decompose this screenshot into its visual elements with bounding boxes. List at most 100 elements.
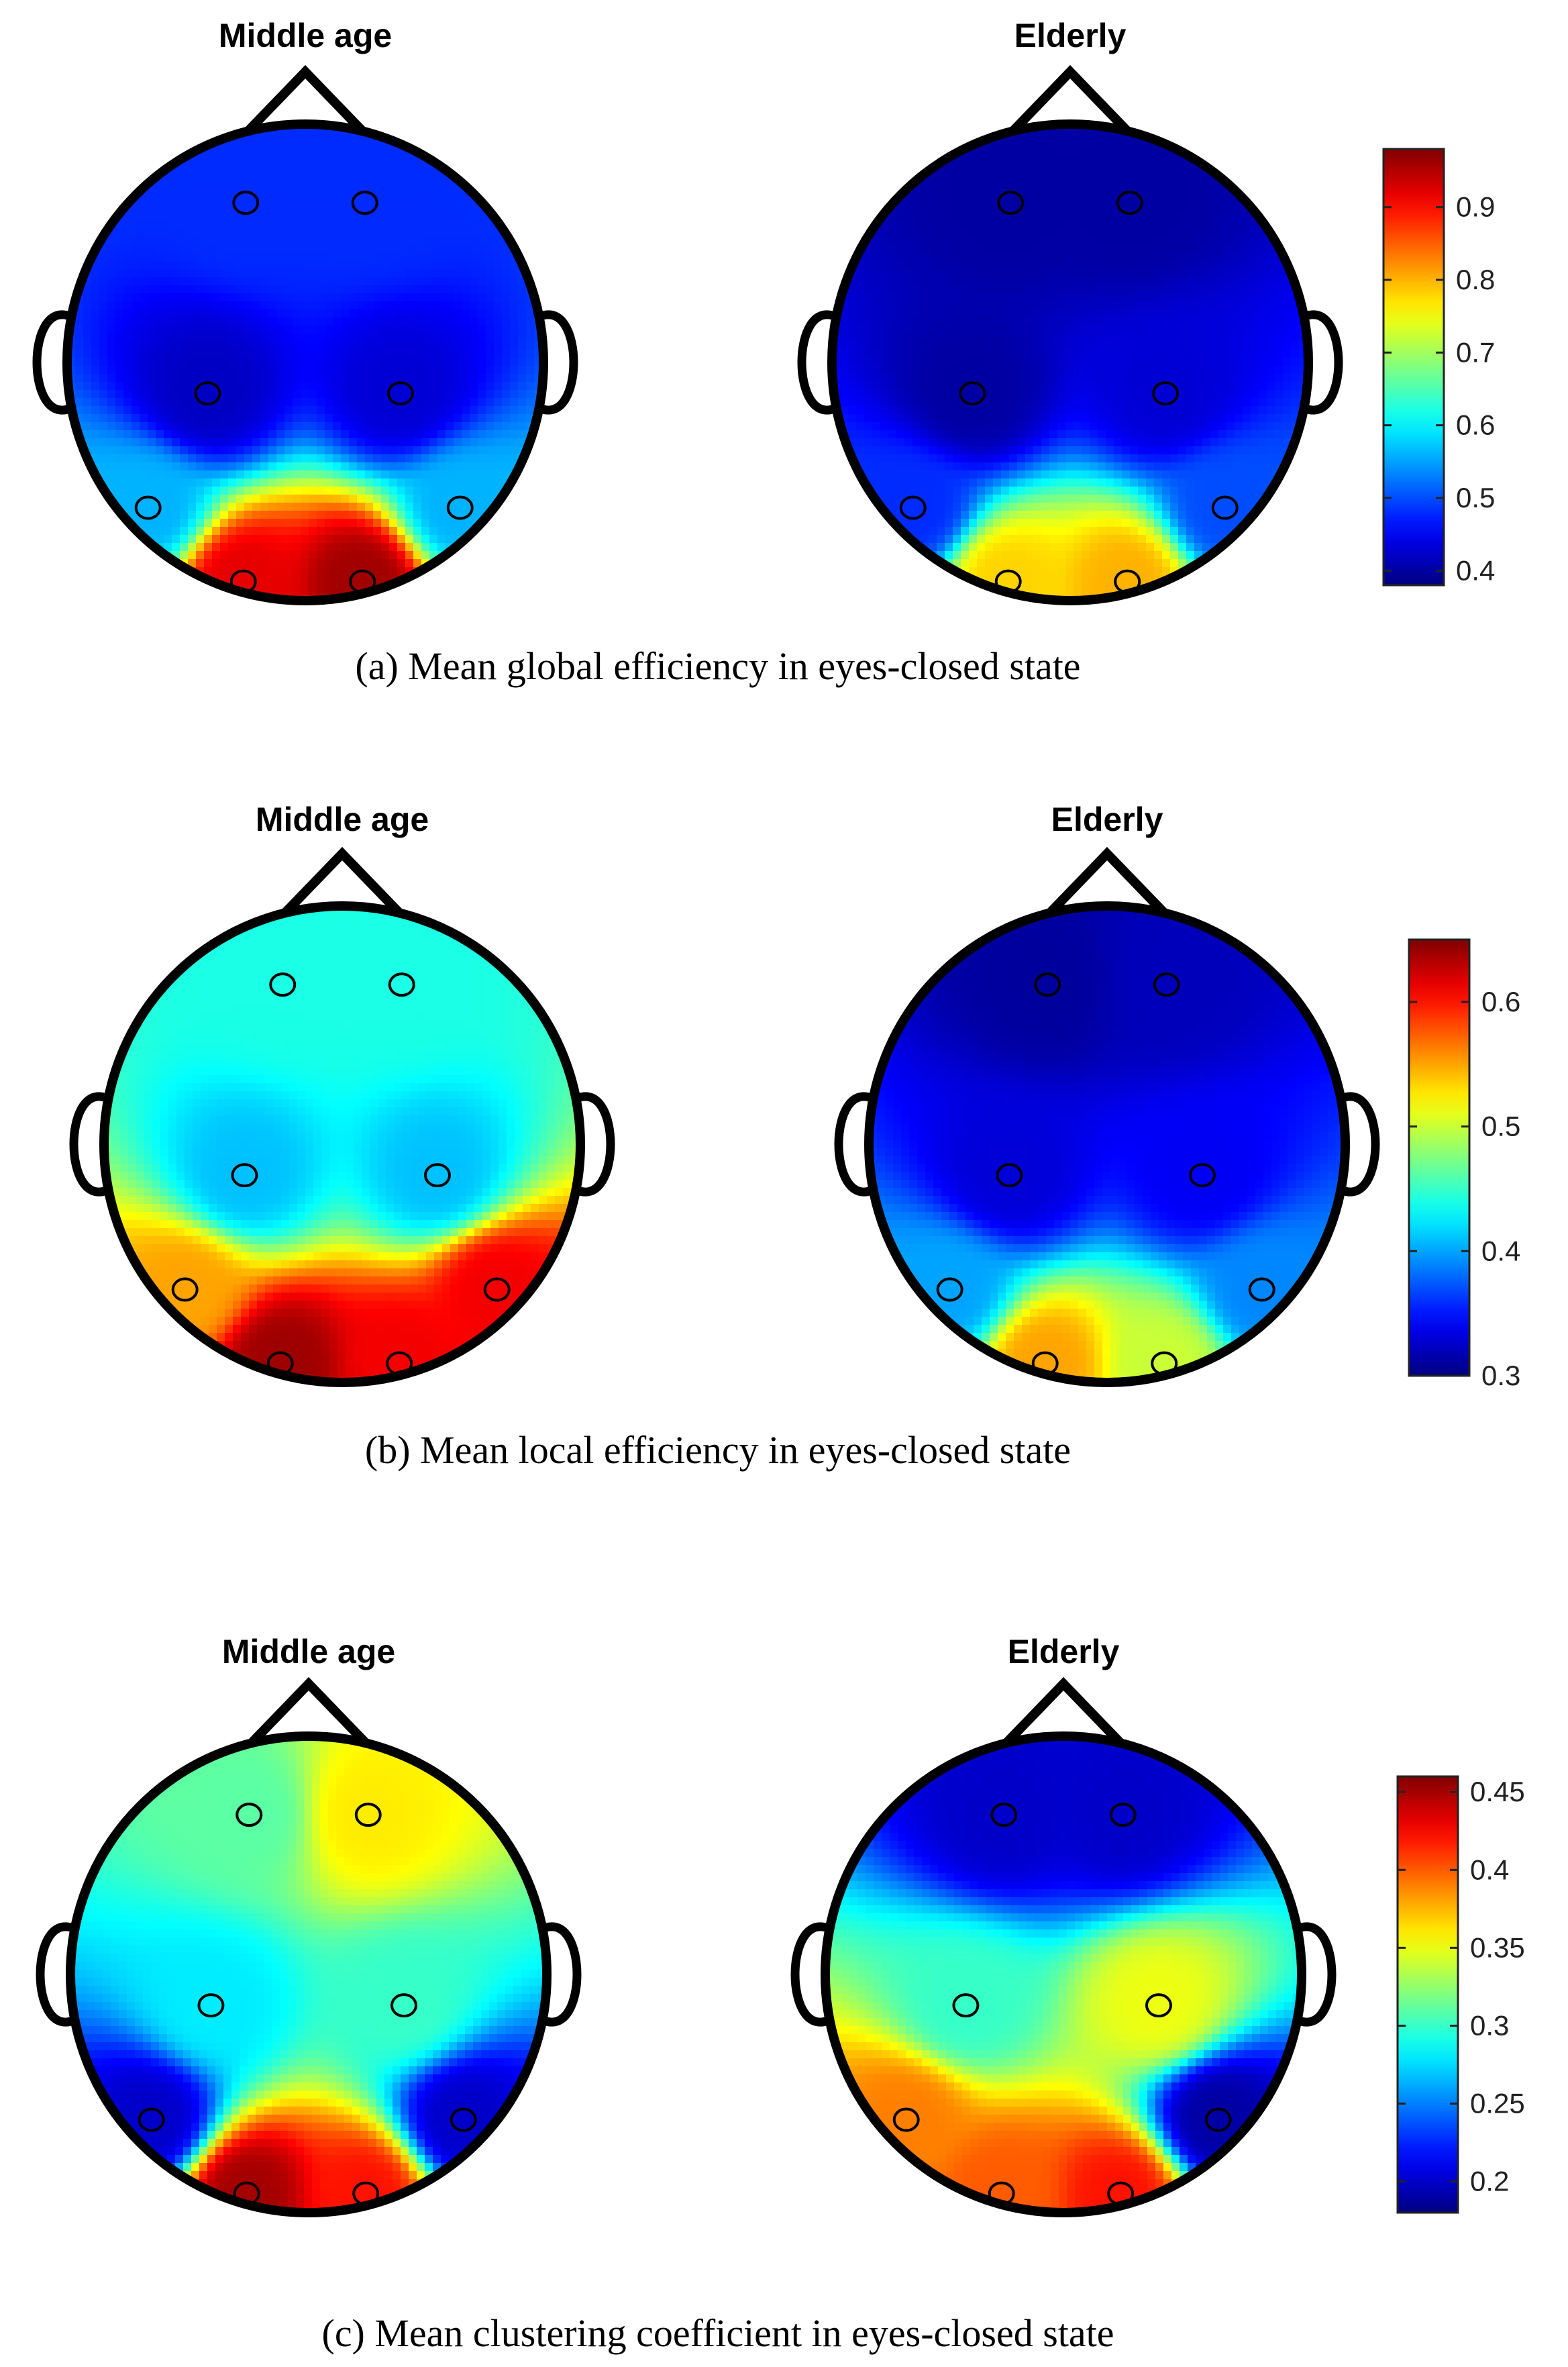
- colorbar-tick-label: 0.25: [1470, 2088, 1525, 2119]
- right-ear: [1296, 1922, 1337, 2027]
- colorbar: 0.6 0.5 0.4 0.3: [1408, 938, 1520, 1391]
- electrode-mid-left: [959, 381, 986, 406]
- topo-title: Elderly: [1051, 801, 1163, 838]
- panel-caption: (b) Mean local efficiency in eyes-closed…: [365, 1428, 1071, 1472]
- right-ear: [1302, 310, 1343, 415]
- topo-title: Elderly: [1008, 1633, 1120, 1670]
- nose-mark: [1002, 1676, 1125, 1746]
- electrode-front-right: [1109, 1803, 1137, 1827]
- electrode-mid-right: [424, 1163, 451, 1188]
- electrode-back-right: [386, 1351, 413, 1376]
- electrode-mid-right: [1152, 381, 1179, 406]
- colorbar-tick-label: 0.9: [1456, 191, 1495, 223]
- colorbar-tick-label: 0.8: [1456, 264, 1495, 295]
- electrode-back-right: [352, 2181, 380, 2206]
- panel-caption: (c) Mean clustering coefficient in eyes-…: [322, 2311, 1114, 2355]
- electrode-front-right: [1116, 191, 1143, 215]
- right-ear: [574, 1092, 615, 1197]
- electrode-lateral-left: [171, 1277, 199, 1302]
- left-ear: [32, 310, 73, 415]
- electrode-back-right: [1107, 2181, 1135, 2206]
- electrode-mid-left: [194, 381, 221, 406]
- electrode-front-left: [990, 1803, 1018, 1827]
- electrode-mid-left: [231, 1163, 258, 1188]
- colorbar-tick-label: 0.2: [1470, 2166, 1509, 2197]
- left-ear: [790, 1922, 831, 2027]
- electrode-back-left: [1031, 1351, 1059, 1376]
- colorbar: 0.9 0.8 0.7 0.6 0.5 0.4: [1382, 148, 1495, 587]
- electrode-mid-right: [387, 381, 414, 406]
- electrode-lateral-right: [450, 2107, 477, 2132]
- nose-mark: [1046, 846, 1168, 916]
- panel-caption: (a) Mean global efficiency in eyes-close…: [355, 644, 1080, 688]
- left-ear: [834, 1092, 875, 1197]
- colorbar: 0.45 0.4 0.35 0.3 0.25 0.2: [1396, 1775, 1525, 2214]
- electrode-back-right: [349, 569, 376, 594]
- colorbar-tick-label: 0.4: [1481, 1235, 1520, 1266]
- head-outline: [66, 1731, 552, 2217]
- head-outline: [827, 119, 1313, 605]
- colorbar-tick-label: 0.35: [1470, 1931, 1525, 1963]
- colorbar-tick-label: 0.4: [1456, 554, 1495, 586]
- head-outline: [821, 1731, 1306, 2217]
- colorbar-scale: [1396, 1775, 1459, 2214]
- right-ear: [1339, 1092, 1380, 1197]
- electrode-back-left: [994, 569, 1022, 594]
- electrode-lateral-left: [138, 2107, 165, 2132]
- electrode-lateral-left: [936, 1277, 963, 1302]
- electrode-front-right: [1153, 972, 1180, 997]
- electrode-front-right: [388, 972, 415, 997]
- interpolated-field: [70, 1736, 547, 2213]
- colorbar-tick-label: 0.3: [1470, 2009, 1509, 2041]
- topo-title: Middle age: [222, 1633, 395, 1670]
- head-outline: [62, 119, 548, 605]
- electrode-front-left: [1034, 972, 1061, 997]
- electrode-back-left: [988, 2181, 1015, 2206]
- electrode-lateral-right: [1204, 2107, 1232, 2132]
- electrode-lateral-left: [899, 495, 927, 520]
- colorbar-tick-label: 0.5: [1456, 482, 1495, 513]
- head-outline: [99, 901, 585, 1387]
- electrode-back-left: [266, 1351, 294, 1376]
- topo-title: Middle age: [219, 17, 392, 54]
- topo-map-elderly: Elderly: [797, 17, 1343, 605]
- topo-map-elderly: Elderly: [790, 1633, 1337, 2217]
- right-ear: [541, 1922, 582, 2027]
- electrode-back-right: [1114, 569, 1141, 594]
- electrode-lateral-right: [483, 1277, 511, 1302]
- nose-mark: [244, 64, 366, 134]
- topo-map-middle-age: Middle age: [69, 801, 615, 1387]
- topo-map-middle-age: Middle age: [32, 17, 578, 605]
- electrode-back-right: [1151, 1351, 1178, 1376]
- colorbar-scale: [1408, 938, 1471, 1377]
- electrode-mid-left: [197, 1993, 225, 2018]
- head-outline: [864, 901, 1350, 1387]
- electrode-back-left: [233, 2181, 260, 2206]
- topo-map-elderly: Elderly: [834, 801, 1380, 1387]
- electrode-front-left: [269, 972, 297, 997]
- electrode-lateral-right: [1211, 495, 1239, 520]
- electrode-lateral-left: [892, 2107, 920, 2132]
- left-ear: [797, 310, 838, 415]
- left-ear: [69, 1092, 110, 1197]
- left-ear: [36, 1922, 76, 2027]
- interpolated-field: [67, 124, 543, 601]
- colorbar-tick-label: 0.3: [1481, 1360, 1520, 1391]
- nose-mark: [281, 846, 403, 916]
- electrode-mid-right: [1189, 1163, 1216, 1188]
- electrode-front-right: [354, 1803, 382, 1827]
- electrode-mid-left: [996, 1163, 1023, 1188]
- electrode-front-right: [351, 191, 378, 215]
- nose-mark: [1009, 64, 1131, 134]
- colorbar-tick-label: 0.6: [1456, 409, 1495, 441]
- colorbar-scale: [1382, 148, 1445, 587]
- electrode-mid-left: [952, 1993, 980, 2018]
- topo-map-middle-age: Middle age: [36, 1633, 582, 2217]
- electrode-front-left: [997, 191, 1025, 215]
- electrode-lateral-right: [1248, 1277, 1275, 1302]
- electrode-lateral-left: [134, 495, 162, 520]
- topo-title: Elderly: [1014, 17, 1127, 54]
- electrode-lateral-right: [446, 495, 474, 520]
- electrode-back-left: [229, 569, 257, 594]
